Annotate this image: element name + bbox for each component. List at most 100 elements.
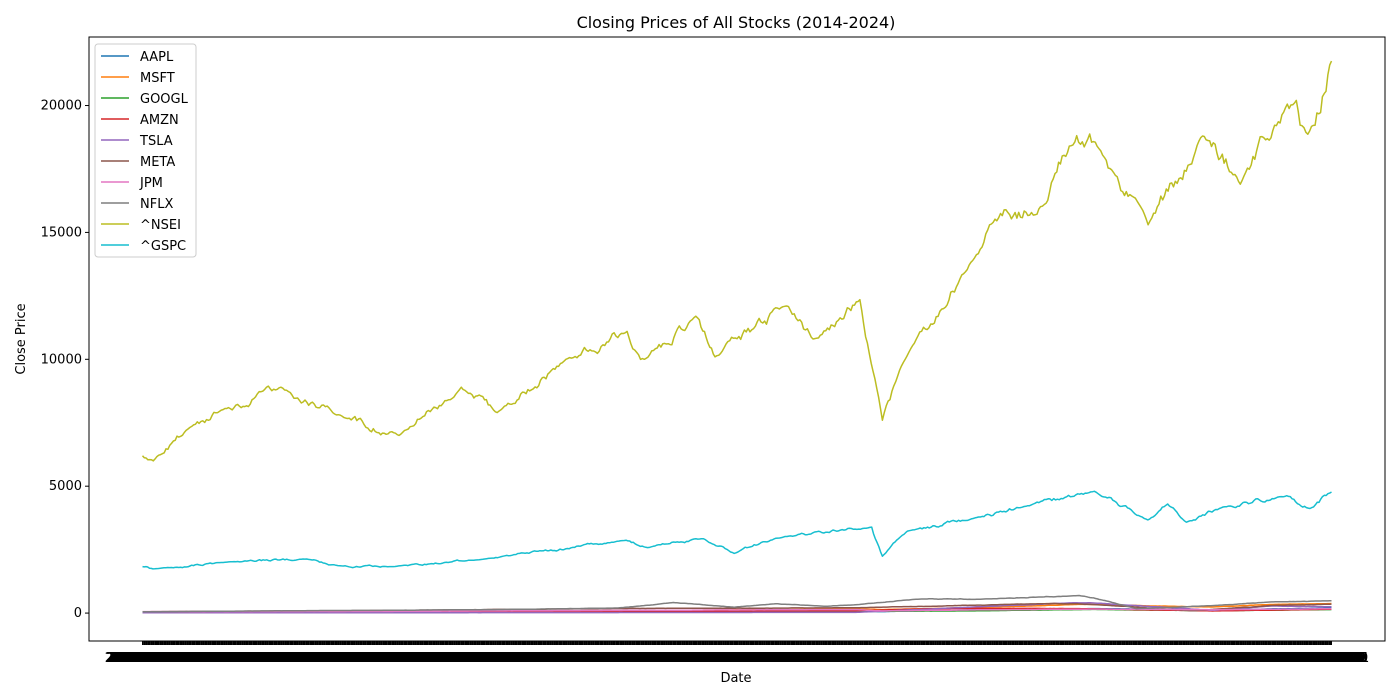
x-tick-label: 2014-06-30 [163, 651, 239, 666]
x-tick-label: 2014-12-22 [220, 651, 296, 666]
x-tick-label: 2014-06-09 [156, 651, 232, 666]
x-tick-label: 2014-08-01 [173, 651, 249, 666]
chart-title: Closing Prices of All Stocks (2014-2024) [577, 13, 896, 32]
x-tick-label: 2014-03-19 [129, 651, 205, 666]
x-tick-label: 2014-05-21 [150, 651, 226, 666]
x-tick-label: 2014-06-04 [155, 651, 231, 666]
x-tick-label: 2014-08-06 [175, 651, 251, 666]
x-tick-label: 2014-03-14 [128, 651, 204, 666]
x-tick-label: 2014-11-12 [207, 651, 283, 666]
x-tick-label: 2014-05-08 [146, 651, 222, 666]
x-tick-label: 2014-04-24 [141, 651, 217, 666]
x-tick-label: 2014-05-05 [145, 651, 221, 666]
x-tick-label: 2014-11-17 [209, 651, 285, 666]
x-tick-label: 2014-01-30 [114, 651, 190, 666]
x-tick-label: 2014-10-21 [200, 651, 276, 666]
x-tick-label: 2014-06-11 [157, 651, 233, 666]
x-tick-label: 2014-12-12 [217, 651, 293, 666]
x-tick-label: 2014-10-02 [194, 651, 270, 666]
x-tick-label: 2014-10-16 [198, 651, 274, 666]
x-tick-label: 2014-10-20 [199, 651, 275, 666]
x-tick-label: 2014-10-15 [198, 651, 274, 666]
x-tick-label: 2014-02-03 [115, 651, 191, 666]
x-tick-label: 2014-12-03 [214, 651, 290, 666]
x-tick-label: 2014-01-17 [110, 651, 186, 666]
x-tick-label: 2014-01-31 [114, 651, 190, 666]
x-tick-label: 2014-04-28 [143, 651, 219, 666]
x-tick-label: 2014-10-23 [200, 651, 276, 666]
x-tick-label: 2014-05-23 [151, 651, 227, 666]
x-tick-label: 2014-02-13 [118, 651, 194, 666]
x-tick-label: 2014-01-06 [106, 651, 182, 666]
x-tick-label: 2014-12-01 [213, 651, 289, 666]
x-tick-label: 2014-06-25 [161, 651, 237, 666]
x-tick-label: 2014-11-04 [204, 651, 280, 666]
x-tick-label: 2014-12-04 [214, 651, 290, 666]
x-tick-label: 2014-05-29 [153, 651, 229, 666]
x-tick-label: 2014-08-28 [182, 651, 258, 666]
x-tick-label: 2014-06-03 [154, 651, 230, 666]
x-tick-label: 2014-05-14 [148, 651, 224, 666]
x-tick-label: 2014-10-06 [195, 651, 271, 666]
x-tick-label: 2014-10-17 [199, 651, 275, 666]
x-tick-label: 2014-09-29 [193, 651, 269, 666]
x-tick-label: 2014-06-13 [157, 651, 233, 666]
x-tick-label: 2015-01-02 [224, 651, 300, 666]
x-tick-label: 2014-12-11 [216, 651, 292, 666]
x-tick-label: 2014-05-06 [145, 651, 221, 666]
x-tick-label: 2014-07-11 [167, 651, 243, 666]
x-tick-label: 2014-10-24 [201, 651, 277, 666]
x-tick-label: 2014-09-11 [187, 651, 263, 666]
x-tick-label: 2014-12-16 [218, 651, 294, 666]
x-tick-label: 2014-03-17 [129, 651, 205, 666]
x-tick-label: 2014-07-15 [168, 651, 244, 666]
x-tick-label: 2014-07-31 [173, 651, 249, 666]
x-tick-label: 2014-11-05 [205, 651, 281, 666]
x-tick-label: 2014-02-28 [123, 651, 199, 666]
x-tick-label: 2014-06-26 [162, 651, 238, 666]
x-tick-label: 2014-12-31 [223, 651, 299, 666]
x-tick-label: 2014-08-05 [175, 651, 251, 666]
x-tick-label: 2014-09-16 [188, 651, 264, 666]
x-tick-label: 2014-04-23 [141, 651, 217, 666]
x-tick-label: 2014-03-28 [132, 651, 208, 666]
x-tick-label: 2014-08-13 [177, 651, 253, 666]
x-tick-label: 2014-03-07 [126, 651, 202, 666]
x-tick-label: 2014-11-06 [205, 651, 281, 666]
x-tick-label: 2014-04-14 [138, 651, 214, 666]
x-tick-label: 2014-05-15 [148, 651, 224, 666]
x-tick-label: 2014-06-19 [159, 651, 235, 666]
x-tick-label: 2014-11-11 [207, 651, 283, 666]
x-tick-label: 2014-01-23 [112, 651, 188, 666]
x-tick-label: 2014-06-02 [154, 651, 230, 666]
x-tick-label: 2014-04-22 [141, 651, 217, 666]
x-tick-label: 2014-05-26 [152, 651, 228, 666]
x-tick-label: 2014-05-28 [152, 651, 228, 666]
x-tick-label: 2014-02-25 [122, 651, 198, 666]
x-tick-label: 2014-04-15 [138, 651, 214, 666]
x-tick-label: 2014-06-17 [159, 651, 235, 666]
x-tick-label: 2014-11-27 [212, 651, 288, 666]
x-tick-label: 2014-03-24 [131, 651, 207, 666]
x-tick-label: 2014-07-01 [163, 651, 239, 666]
x-tick-label: 2014-08-27 [182, 651, 258, 666]
series-line-gspc [142, 490, 1332, 570]
x-tick-label: 2014-06-18 [159, 651, 235, 666]
x-tick-label: 2014-12-08 [215, 651, 291, 666]
x-tick-label: 2014-11-28 [212, 651, 288, 666]
x-tick-label: 2014-09-17 [189, 651, 265, 666]
x-tick-label: 2014-09-12 [187, 651, 263, 666]
x-tick-label: 2015-01-01 [223, 651, 299, 666]
x-tick-label: 2014-05-22 [150, 651, 226, 666]
x-tick-label: 2014-04-30 [143, 651, 219, 666]
x-tick-label: 2014-01-10 [107, 651, 183, 666]
x-tick-label: 2014-04-10 [137, 651, 213, 666]
x-tick-label: 2014-10-27 [202, 651, 278, 666]
x-tick-label: 2014-06-06 [155, 651, 231, 666]
x-tick-label: 2014-02-05 [116, 651, 192, 666]
x-tick-label: 2014-08-19 [179, 651, 255, 666]
x-tick-label: 2014-06-24 [161, 651, 237, 666]
x-tick-label: 2014-06-05 [155, 651, 231, 666]
x-tick-label: 2014-09-02 [184, 651, 260, 666]
x-tick-label: 2014-08-07 [175, 651, 251, 666]
